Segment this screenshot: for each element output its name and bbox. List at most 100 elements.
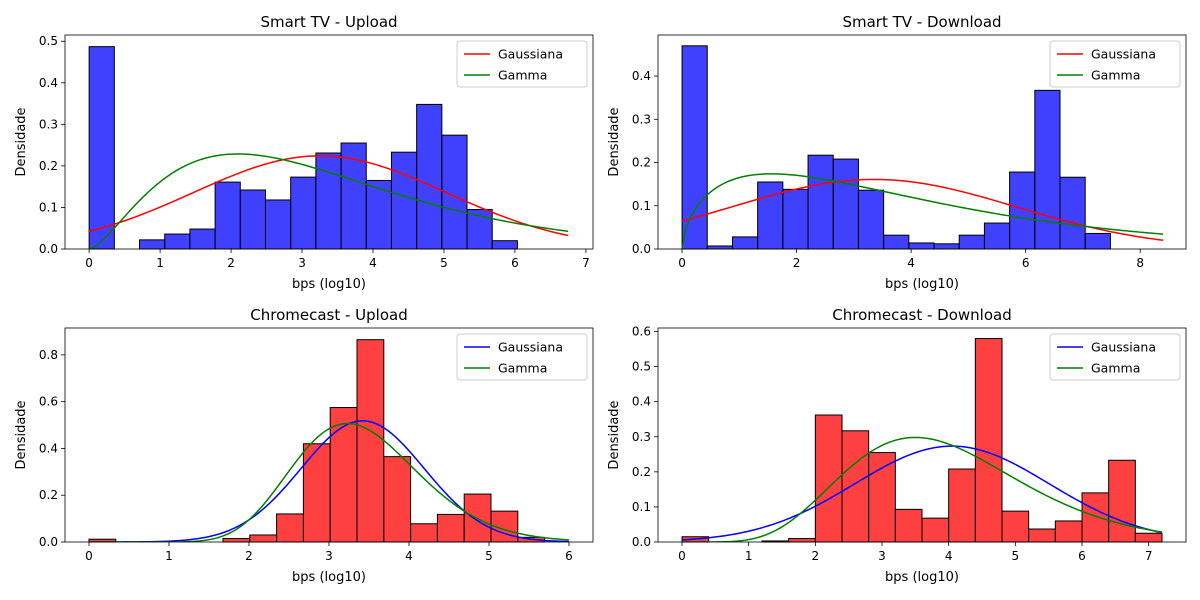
histogram-bar [1081, 492, 1110, 543]
histogram-bar [88, 46, 115, 250]
x-axis-label: bps (log10) [292, 570, 366, 585]
histogram-bar [1084, 232, 1111, 250]
y-tick-label: 0.4 [39, 76, 58, 90]
histogram-bar [958, 234, 985, 250]
histogram-bar [276, 513, 304, 543]
histogram-bar [921, 517, 950, 543]
x-axis-label: bps (log10) [292, 277, 366, 292]
chart-panel-3: 0 1 2 3 4 5 6 7 0.0 0.1 0.2 0.3 0.4 0.5 0.6 Chromecast … [607, 306, 1187, 585]
histogram-bar [788, 537, 816, 543]
histogram-bar [983, 222, 1011, 250]
y-axis-label: Densidade [14, 107, 29, 176]
x-tick-label: 6 [1078, 549, 1086, 563]
histogram-bar [706, 245, 733, 250]
histogram-bar [857, 189, 885, 250]
legend-label: Gamma [498, 361, 547, 376]
x-tick-label: 2 [793, 256, 801, 270]
fit-curve-gaussiana [681, 445, 1163, 541]
histogram-bar [832, 158, 859, 250]
x-tick-label: 6 [565, 549, 573, 563]
histogram-bar [416, 103, 443, 250]
histogram-bar [757, 181, 784, 250]
histogram-bar [731, 236, 759, 250]
x-tick-label: 1 [745, 549, 753, 563]
x-tick-label: 0 [85, 549, 93, 563]
histogram-bar [222, 537, 251, 543]
x-axis-label: bps (log10) [885, 277, 959, 292]
legend-label: Gamma [1091, 68, 1140, 83]
legend-label: Gaussiana [498, 47, 563, 62]
histogram-bar [214, 181, 241, 250]
x-tick-label: 3 [298, 256, 306, 270]
x-tick-label: 7 [1145, 549, 1153, 563]
histogram-bar [436, 513, 465, 543]
histogram-bar [189, 228, 216, 250]
y-tick-label: 0.2 [632, 465, 651, 479]
y-tick-label: 0.6 [632, 325, 651, 339]
y-tick-label: 0.3 [632, 112, 651, 126]
fit-curve-gaussiana [681, 178, 1164, 241]
x-tick-label: 7 [582, 256, 590, 270]
x-tick-label: 3 [878, 549, 886, 563]
y-tick-label: 0.0 [632, 242, 651, 256]
y-tick-label: 0.6 [39, 395, 58, 409]
fit-curve-gaussiana [88, 155, 569, 237]
y-tick-label: 0.1 [39, 200, 58, 214]
fit-curve-gamma [682, 436, 1163, 542]
histogram-bar [264, 199, 292, 250]
histogram-bar [908, 242, 935, 250]
axes-frame [657, 327, 1187, 543]
x-tick-label: 6 [511, 256, 519, 270]
histogram-bar [329, 407, 358, 543]
histogram-bar [249, 534, 278, 543]
histogram-bar [948, 468, 976, 543]
x-tick-label: 2 [227, 256, 235, 270]
y-tick-label: 0.3 [632, 430, 651, 444]
x-tick-label: 0 [678, 256, 686, 270]
x-tick-label: 5 [440, 256, 448, 270]
y-tick-label: 0.5 [632, 360, 651, 374]
legend-label: Gamma [1091, 361, 1140, 376]
axes-frame [657, 34, 1187, 250]
y-tick-label: 0.2 [39, 159, 58, 173]
chart-title: Chromecast - Upload [250, 306, 407, 324]
x-axis-label: bps (log10) [885, 570, 959, 585]
legend-label: Gaussiana [1091, 340, 1156, 355]
y-axis-label: Densidade [607, 400, 622, 469]
y-tick-label: 0.5 [39, 34, 58, 48]
y-tick-label: 0.2 [39, 488, 58, 502]
fit-curve-gaussiana [89, 420, 570, 542]
x-tick-label: 2 [245, 549, 253, 563]
chart-title: Chromecast - Download [832, 306, 1011, 324]
histogram-bar [164, 233, 191, 250]
y-tick-label: 0.4 [632, 395, 651, 409]
histogram-bar [1134, 532, 1163, 543]
y-tick-label: 0.4 [39, 441, 58, 455]
histogram-bar [410, 523, 438, 543]
x-tick-label: 0 [85, 256, 93, 270]
chart-title: Smart TV - Upload [260, 13, 397, 31]
histogram-bar [933, 243, 960, 250]
histogram-bar [390, 151, 418, 250]
y-axis-label: Densidade [607, 107, 622, 176]
histogram-bar [681, 45, 708, 250]
y-tick-label: 0.0 [39, 242, 58, 256]
x-tick-label: 0 [678, 549, 686, 563]
x-tick-label: 5 [485, 549, 493, 563]
fit-curve-gamma [681, 173, 1164, 249]
histogram-bar [290, 176, 317, 250]
axes-frame [64, 34, 594, 250]
histogram-bar [239, 189, 266, 250]
histogram-bar [868, 452, 896, 543]
legend-label: Gaussiana [498, 340, 563, 355]
y-tick-label: 0.1 [632, 199, 651, 213]
x-tick-label: 3 [325, 549, 333, 563]
chart-panel-2: 0 1 2 3 4 5 6 0.0 0.2 0.4 0.6 0.8 Chromecast - Uploa… [14, 306, 594, 585]
x-tick-label: 4 [369, 256, 377, 270]
y-tick-label: 0.3 [39, 117, 58, 131]
y-tick-label: 0.1 [632, 500, 651, 514]
x-tick-label: 4 [907, 256, 915, 270]
histogram-bar [1108, 459, 1136, 543]
histogram-bar [782, 188, 809, 250]
